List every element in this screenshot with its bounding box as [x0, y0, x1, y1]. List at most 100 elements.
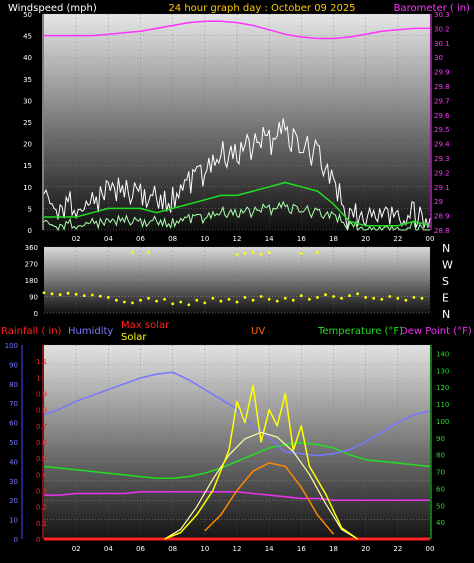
direction-point	[332, 295, 335, 298]
rainfall-tick-label: 0.8	[36, 407, 47, 415]
temperature-tick-label: 100	[436, 418, 449, 426]
baro-tick-label: 29.2	[434, 169, 450, 177]
uv-label: UV	[251, 326, 265, 337]
time-tick-label: 00	[426, 235, 435, 243]
direction-point	[187, 303, 191, 307]
wind-tick-label: 50	[23, 11, 32, 19]
direction-point	[235, 252, 239, 256]
time-tick-label: 04	[104, 545, 113, 553]
direction-tick-label: 270	[25, 261, 38, 269]
direction-point	[131, 251, 134, 254]
direction-tick-label: 90	[29, 294, 38, 302]
direction-point	[179, 300, 183, 304]
rainfall-tick-label: 0.9	[36, 391, 47, 399]
baro-tick-label: 29.3	[434, 155, 450, 163]
direction-point	[211, 296, 215, 300]
time-tick-label: 06	[136, 235, 145, 243]
time-tick-label: 02	[72, 545, 81, 553]
wind-low-line	[43, 200, 430, 232]
humidity-tick-label: 90	[9, 361, 18, 369]
time-tick-label: 08	[168, 545, 177, 553]
baro-tick-label: 29.5	[434, 126, 450, 134]
humidity-tick-label: 40	[9, 458, 18, 466]
temperature-axis-label: Temperature (°F)	[317, 326, 403, 337]
wind-tick-label: 20	[23, 141, 32, 149]
direction-point	[356, 292, 359, 296]
direction-point	[115, 298, 118, 302]
direction-point	[58, 293, 62, 297]
temperature-tick-label: 80	[436, 452, 445, 460]
direction-point	[348, 294, 351, 297]
direction-point	[42, 291, 46, 295]
baro-tick-label: 29.1	[434, 184, 450, 192]
temperature-tick-label: 60	[436, 485, 445, 493]
compass-label: N	[442, 242, 450, 255]
direction-point	[275, 299, 279, 303]
direction-point	[82, 294, 86, 297]
direction-point	[372, 296, 376, 300]
direction-point	[404, 298, 408, 302]
barometer-line	[44, 20, 430, 40]
humidity-axis-label: Humidity	[68, 326, 113, 337]
direction-tick-label: 180	[25, 277, 38, 285]
baro-tick-label: 29.8	[434, 83, 450, 91]
humidity-tick-label: 20	[9, 497, 18, 505]
direction-point	[227, 297, 231, 301]
temperature-tick-label: 90	[436, 435, 445, 443]
direction-point	[299, 252, 303, 255]
time-tick-label: 18	[329, 235, 338, 243]
max-solar-label: Max solar	[121, 320, 170, 331]
wind-tick-label: 45	[23, 33, 32, 41]
humidity-tick-label: 0	[14, 536, 18, 544]
time-tick-label: 08	[168, 235, 177, 243]
direction-point	[380, 297, 384, 301]
direction-point	[316, 296, 319, 299]
humidity-tick-label: 10	[9, 517, 18, 525]
rainfall-tick-label: 0.1	[36, 520, 47, 528]
baro-tick-label: 29.6	[434, 112, 450, 120]
time-tick-label: 20	[361, 545, 370, 553]
direction-point	[251, 298, 255, 302]
direction-point	[388, 295, 392, 298]
direction-point	[308, 297, 311, 301]
time-tick-label: 16	[297, 235, 306, 243]
time-tick-label: 22	[393, 545, 402, 553]
direction-point	[235, 300, 239, 304]
humidity-tick-label: 50	[9, 439, 18, 447]
solar-line	[164, 384, 359, 540]
time-tick-label: 04	[104, 235, 113, 243]
baro-tick-label: 29.7	[434, 97, 450, 105]
compass-label: E	[442, 292, 449, 305]
temperature-tick-label: 120	[436, 384, 449, 392]
direction-point	[316, 251, 319, 254]
humidity-line	[43, 371, 431, 457]
direction-point	[147, 296, 150, 300]
rainfall-tick-label: 0.5	[36, 455, 47, 463]
temperature-tick-label: 130	[436, 367, 449, 375]
humidity-tick-label: 80	[9, 381, 18, 389]
humidity-tick-label: 70	[9, 400, 18, 408]
uv-line	[204, 462, 335, 535]
time-tick-label: 18	[329, 545, 338, 553]
direction-point	[243, 252, 247, 255]
direction-tick-label: 0	[34, 310, 38, 318]
time-tick-label: 06	[136, 545, 145, 553]
rainfall-axis-label: Rainfall ( in)	[1, 326, 62, 337]
direction-point	[259, 252, 263, 256]
time-tick-label: 02	[72, 235, 81, 243]
baro-tick-label: 29.9	[434, 69, 450, 77]
baro-tick-label: 30.2	[434, 25, 450, 33]
wind-tick-label: 10	[23, 184, 32, 192]
wind-tick-label: 5	[28, 205, 32, 213]
rainfall-tick-label: 0	[36, 536, 40, 544]
time-tick-label: 22	[393, 235, 402, 243]
compass-label: S	[442, 275, 449, 288]
solar-label: Solar	[121, 332, 147, 343]
temperature-tick-label: 70	[436, 469, 445, 477]
compass-label: W	[442, 259, 453, 272]
temperature-tick-label: 40	[436, 519, 445, 527]
dew-point-axis-label: Dew Point (°F)	[400, 326, 472, 337]
rainfall-tick-label: 0.3	[36, 488, 47, 496]
baro-tick-label: 28.9	[434, 213, 450, 221]
